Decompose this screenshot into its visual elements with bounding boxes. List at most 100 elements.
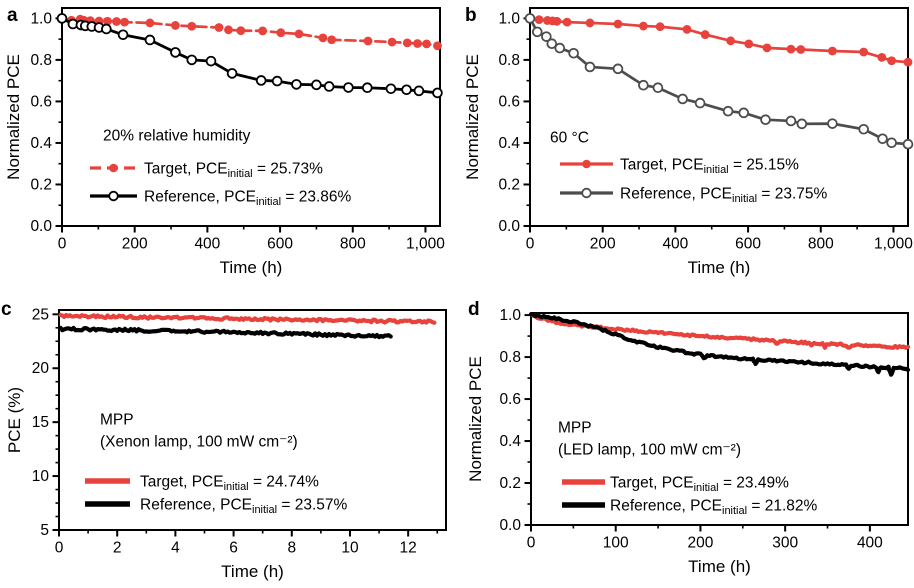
series-marker-target (413, 39, 422, 48)
series-marker-target (422, 39, 431, 49)
series-marker-reference (432, 87, 443, 99)
series-marker-target (294, 29, 304, 39)
series-marker-reference (524, 13, 536, 24)
y-tick-label: 0.6 (499, 391, 521, 408)
series-marker-reference (541, 31, 552, 42)
series-marker-reference (694, 97, 706, 109)
series-marker-target (887, 56, 897, 66)
x-tick-label: 800 (340, 236, 366, 253)
y-tick-label: 0.2 (499, 475, 521, 492)
series-marker-reference (291, 79, 302, 90)
series-marker-reference (311, 79, 322, 91)
series-marker-target (433, 41, 442, 51)
series-marker-target (112, 17, 121, 26)
series-marker-reference (760, 114, 771, 125)
x-axis-title: Time (h) (688, 557, 751, 576)
series-marker-target (877, 53, 887, 62)
series-marker-reference (652, 82, 664, 94)
series-marker-target (585, 18, 595, 28)
series-marker-target (187, 21, 197, 31)
series-marker-target (682, 24, 692, 34)
y-tick-label: 25 (32, 306, 49, 323)
series-line-reference (58, 325, 393, 340)
panel-b-chart: 0 200 400 600 800 1,000 0.0 0.2 0.4 0.6 0.8 1.0 Time… (463, 5, 914, 277)
series-marker-reference (531, 26, 543, 38)
series-marker-target (562, 17, 572, 27)
series-marker-reference (546, 38, 558, 50)
y-axis-title: Normalized PCE (466, 356, 485, 482)
x-tick-label: 300 (772, 535, 798, 552)
series-marker-reference (785, 115, 797, 127)
series-marker-target (402, 38, 412, 48)
legend-marker-dot-reference (581, 187, 592, 199)
y-tick-label: 0.4 (498, 135, 520, 152)
series-marker-target (744, 39, 754, 49)
annotation-line: MPP (100, 412, 134, 429)
y-tick-label: 0.6 (30, 93, 52, 110)
x-tick-label: 12 (400, 540, 417, 557)
annotation-line: 20% relative humidity (103, 128, 251, 145)
series-marker-reference (144, 34, 156, 46)
x-tick-label: 1,000 (874, 236, 913, 253)
panel-label: a (7, 5, 18, 26)
series-marker-target (534, 15, 544, 25)
series-marker-reference (271, 75, 283, 87)
series-marker-target (903, 57, 913, 67)
y-tick-label: 1.0 (30, 10, 52, 27)
annotation-line: 60 °C (550, 130, 589, 147)
series-marker-reference (186, 54, 198, 66)
panel-c: 0 2 4 6 8 10 12 5 10 15 20 25 Time (h) PCE (%) c MPP (Xe… (0, 294, 457, 588)
series-marker-target (258, 26, 268, 36)
series-marker-reference (827, 118, 838, 129)
x-tick-label: 200 (688, 535, 714, 552)
panel-a: 0 200 400 600 800 1,000 0.0 0.2 0.4 0.6 0.8 1.0 Time… (0, 0, 457, 294)
series-marker-reference (858, 123, 869, 135)
legend-label: Target, PCEinitial = 24.74% (140, 474, 319, 494)
y-tick-label: 0.2 (30, 176, 52, 193)
x-tick-label: 6 (229, 540, 238, 557)
panel-d: 0 100 200 300 400 0.0 0.2 0.4 0.6 0.8 1.0 Time (h) N… (457, 294, 914, 588)
series-marker-reference (902, 138, 914, 150)
series-marker-target (214, 23, 224, 32)
legend-marker-dot-target (582, 159, 591, 169)
series-marker-target (103, 16, 112, 26)
x-tick-label: 600 (267, 236, 293, 253)
x-tick-label: 4 (171, 540, 180, 557)
x-tick-label: 400 (857, 535, 883, 552)
x-tick-label: 100 (603, 535, 629, 552)
legend-label: Target, PCEinitial = 25.15% (620, 157, 799, 177)
annotation-line: MPP (558, 420, 592, 437)
y-tick-label: 15 (32, 414, 49, 431)
x-tick-label: 200 (122, 236, 148, 253)
series-marker-target (387, 37, 397, 47)
series-marker-reference (612, 63, 624, 75)
y-tick-label: 0.0 (498, 218, 520, 235)
x-tick-label: 400 (194, 236, 220, 253)
series-marker-target (828, 46, 837, 56)
series-marker-target (639, 21, 648, 31)
series-marker-target (224, 25, 233, 35)
series-marker-reference (677, 93, 688, 105)
y-tick-label: 10 (32, 468, 50, 485)
series-marker-reference (117, 29, 129, 41)
series-marker-target (145, 18, 155, 28)
x-tick-label: 0 (58, 236, 67, 253)
plot-frame (529, 7, 909, 227)
series-marker-target (318, 33, 328, 43)
series-marker-reference (638, 79, 649, 91)
series-marker-reference (170, 47, 181, 58)
legend-marker-dot-target (109, 163, 118, 173)
panel-b: 0 200 400 600 800 1,000 0.0 0.2 0.4 0.6 0.8 1.0 Time… (457, 0, 914, 294)
series-marker-target (796, 45, 806, 54)
series-marker-reference (255, 75, 267, 86)
y-tick-label: 0.0 (499, 517, 521, 534)
x-tick-label: 400 (662, 236, 688, 253)
panel-a-chart: 0 200 400 600 800 1,000 0.0 0.2 0.4 0.6 0.8 1.0 Time… (4, 5, 445, 277)
y-tick-label: 1.0 (499, 307, 521, 324)
legend-label: Reference, PCEinitial = 21.82% (610, 498, 818, 518)
series-marker-reference (101, 23, 112, 35)
series-marker-reference (413, 85, 425, 97)
x-tick-label: 800 (808, 236, 834, 253)
y-tick-label: 0.4 (30, 135, 52, 152)
